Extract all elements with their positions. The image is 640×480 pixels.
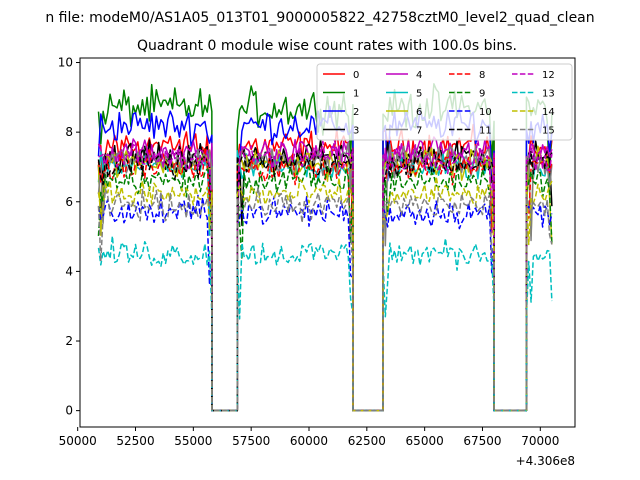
y-tick-label: 6 xyxy=(65,195,73,209)
x-tick-label: 65000 xyxy=(406,434,444,448)
legend-label-5: 5 xyxy=(416,89,422,100)
y-tick-label: 4 xyxy=(65,264,73,278)
series-line-13 xyxy=(97,235,553,412)
legend-label-14: 14 xyxy=(542,107,555,118)
series-layer xyxy=(97,83,553,412)
legend-label-7: 7 xyxy=(416,126,422,137)
axes-frame xyxy=(79,57,576,428)
legend-label-3: 3 xyxy=(353,126,359,137)
y-tick-label: 0 xyxy=(65,404,73,418)
x-tick-label: 67500 xyxy=(463,434,501,448)
series-line-15 xyxy=(97,187,553,412)
legend-label-8: 8 xyxy=(479,70,485,81)
x-axis-offset-label: +4.306e8 xyxy=(516,454,575,468)
legend-label-11: 11 xyxy=(479,126,492,137)
legend-label-4: 4 xyxy=(416,70,422,81)
y-tick-label: 10 xyxy=(58,56,73,70)
x-tick-label: 62500 xyxy=(348,434,386,448)
series-line-14 xyxy=(97,175,553,412)
legend-label-13: 13 xyxy=(542,89,555,100)
figure-suptitle: n file: modeM0/AS1A05_013T01_9000005822_… xyxy=(45,10,594,26)
x-tick-label: 55000 xyxy=(174,434,212,448)
ticks-layer: 50000 52500 55000 57500 60000 62500 65000 67500… xyxy=(58,56,560,448)
legend-label-1: 1 xyxy=(353,89,359,100)
x-tick-label: 52500 xyxy=(116,434,154,448)
series-line-9 xyxy=(97,164,553,412)
y-tick-label: 2 xyxy=(65,334,73,348)
y-tick-label: 8 xyxy=(65,125,73,139)
x-tick-label: 57500 xyxy=(232,434,270,448)
x-tick-label: 70000 xyxy=(521,434,559,448)
legend-label-2: 2 xyxy=(353,107,359,118)
series-line-4 xyxy=(97,136,553,412)
legend-label-12: 12 xyxy=(542,70,555,81)
x-tick-label: 60000 xyxy=(290,434,328,448)
legend-label-10: 10 xyxy=(479,107,492,118)
legend-label-9: 9 xyxy=(479,89,485,100)
legend-frame xyxy=(316,63,573,141)
series-line-0 xyxy=(98,123,553,412)
series-line-11 xyxy=(97,145,553,412)
chart-title: Quadrant 0 module wise count rates with … xyxy=(137,38,517,54)
series-line-12 xyxy=(98,139,553,412)
legend-label-6: 6 xyxy=(416,107,422,118)
x-tick-label: 50000 xyxy=(59,434,97,448)
legend-label-0: 0 xyxy=(353,70,359,81)
legend-label-15: 15 xyxy=(542,126,555,137)
